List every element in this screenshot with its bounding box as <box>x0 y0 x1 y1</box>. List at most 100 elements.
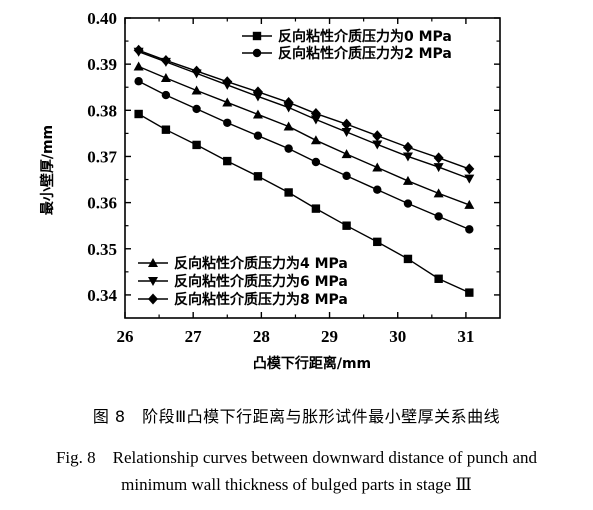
data-point <box>341 118 352 130</box>
y-tick-label: 0.40 <box>87 9 117 28</box>
axis-ticks: 26 27 28 29 30 31 0.34 0.35 0.36 0.37 0.38 0.39 0.40 <box>87 9 500 346</box>
series-triangle-up <box>133 61 475 209</box>
data-point <box>434 274 443 283</box>
legend-marker <box>148 293 158 305</box>
x-tick-label: 30 <box>389 327 406 346</box>
figure-caption-chinese: 图 8 阶段Ⅲ凸模下行距离与胀形试件最小壁厚关系曲线 <box>92 407 501 426</box>
chart: 26 27 28 29 30 31 0.34 0.35 0.36 0.37 0.38 0.39 0.40… <box>39 9 501 372</box>
data-point <box>402 152 413 162</box>
data-point <box>403 199 413 208</box>
data-point <box>311 157 321 167</box>
data-point <box>253 131 263 140</box>
data-point <box>284 144 293 153</box>
data-point <box>223 118 232 127</box>
legend-label: 反向粘性介质压力为2 MPa <box>278 45 452 62</box>
data-point <box>223 156 232 166</box>
data-point <box>341 128 352 137</box>
x-tick-label: 26 <box>117 327 134 346</box>
data-point <box>342 221 351 230</box>
data-point <box>433 152 444 164</box>
data-point <box>434 212 443 221</box>
data-point <box>433 163 444 173</box>
data-point <box>253 172 263 181</box>
data-point <box>310 135 321 145</box>
data-point <box>222 76 233 88</box>
data-point <box>192 140 201 150</box>
data-point <box>311 204 321 213</box>
data-point <box>373 185 382 194</box>
data-point <box>402 141 413 153</box>
data-point <box>134 109 143 119</box>
data-point <box>161 90 171 100</box>
x-tick-label: 29 <box>321 327 338 346</box>
legend-entry: 反向粘性介质压力为4 MPa <box>138 255 348 272</box>
data-point <box>283 121 294 131</box>
legend-marker <box>148 258 158 267</box>
data-point <box>342 171 351 181</box>
data-point <box>372 130 383 142</box>
data-point <box>222 97 233 107</box>
y-tick-label: 0.36 <box>87 194 117 213</box>
y-tick-label: 0.37 <box>87 147 117 166</box>
data-point <box>252 86 263 98</box>
x-tick-label: 27 <box>185 327 203 346</box>
data-point <box>402 175 413 185</box>
data-point <box>133 44 144 56</box>
legend-marker <box>148 277 158 286</box>
data-point <box>465 288 474 297</box>
data-point <box>134 77 143 86</box>
legend-entry: 反向粘性介质压力为6 MPa <box>138 273 348 290</box>
legend-marker <box>252 48 262 58</box>
legend-marker <box>252 31 262 41</box>
legend-entry: 反向粘性介质压力为0 MPa <box>242 28 452 45</box>
legend-label: 反向粘性介质压力为6 MPa <box>174 273 348 290</box>
data-point <box>372 140 383 150</box>
data-point <box>133 61 144 71</box>
data-point <box>160 73 171 82</box>
data-point <box>403 254 413 264</box>
data-point <box>310 108 321 120</box>
y-tick-label: 0.35 <box>87 240 117 259</box>
data-point <box>310 115 321 125</box>
y-tick-label: 0.34 <box>87 286 117 305</box>
figure-caption-english-line-2: minimum wall thickness of bulged parts i… <box>121 475 472 494</box>
series-diamond <box>133 44 475 175</box>
data-point <box>161 125 171 134</box>
data-point <box>160 54 171 66</box>
series-line <box>138 49 470 170</box>
figure-caption-english-line-1: Fig. 8 Relationship curves between downw… <box>55 448 538 467</box>
x-tick-label: 31 <box>457 327 474 346</box>
series-line <box>138 80 470 231</box>
data-point <box>373 237 382 247</box>
data-point <box>191 85 202 95</box>
plot-frame <box>124 17 501 319</box>
legend-entry: 反向粘性介质压力为8 MPa <box>138 291 348 308</box>
legend-label: 反向粘性介质压力为8 MPa <box>174 291 348 308</box>
series-line <box>138 65 470 206</box>
y-tick-label: 0.38 <box>87 101 117 120</box>
data-point <box>372 162 383 172</box>
series-triangle-down <box>133 47 475 184</box>
series-layer <box>133 44 475 297</box>
series-circle <box>134 77 474 234</box>
y-tick-label: 0.39 <box>87 55 117 74</box>
data-point <box>284 188 293 197</box>
data-point <box>464 199 475 209</box>
data-point <box>433 188 444 198</box>
data-point <box>283 96 294 108</box>
series-line <box>138 113 470 294</box>
data-point <box>464 163 475 175</box>
legend-label: 反向粘性介质压力为4 MPa <box>174 255 348 272</box>
legend-entry: 反向粘性介质压力为2 MPa <box>242 45 452 62</box>
data-point <box>464 174 475 184</box>
data-point <box>192 104 201 114</box>
x-tick-label: 28 <box>253 327 270 346</box>
x-axis-label: 凸模下行距离/mm <box>253 355 371 372</box>
data-point <box>252 109 263 119</box>
legend-label: 反向粘性介质压力为0 MPa <box>278 28 452 45</box>
data-point <box>283 103 294 113</box>
data-point <box>465 225 474 234</box>
data-point <box>191 65 202 77</box>
